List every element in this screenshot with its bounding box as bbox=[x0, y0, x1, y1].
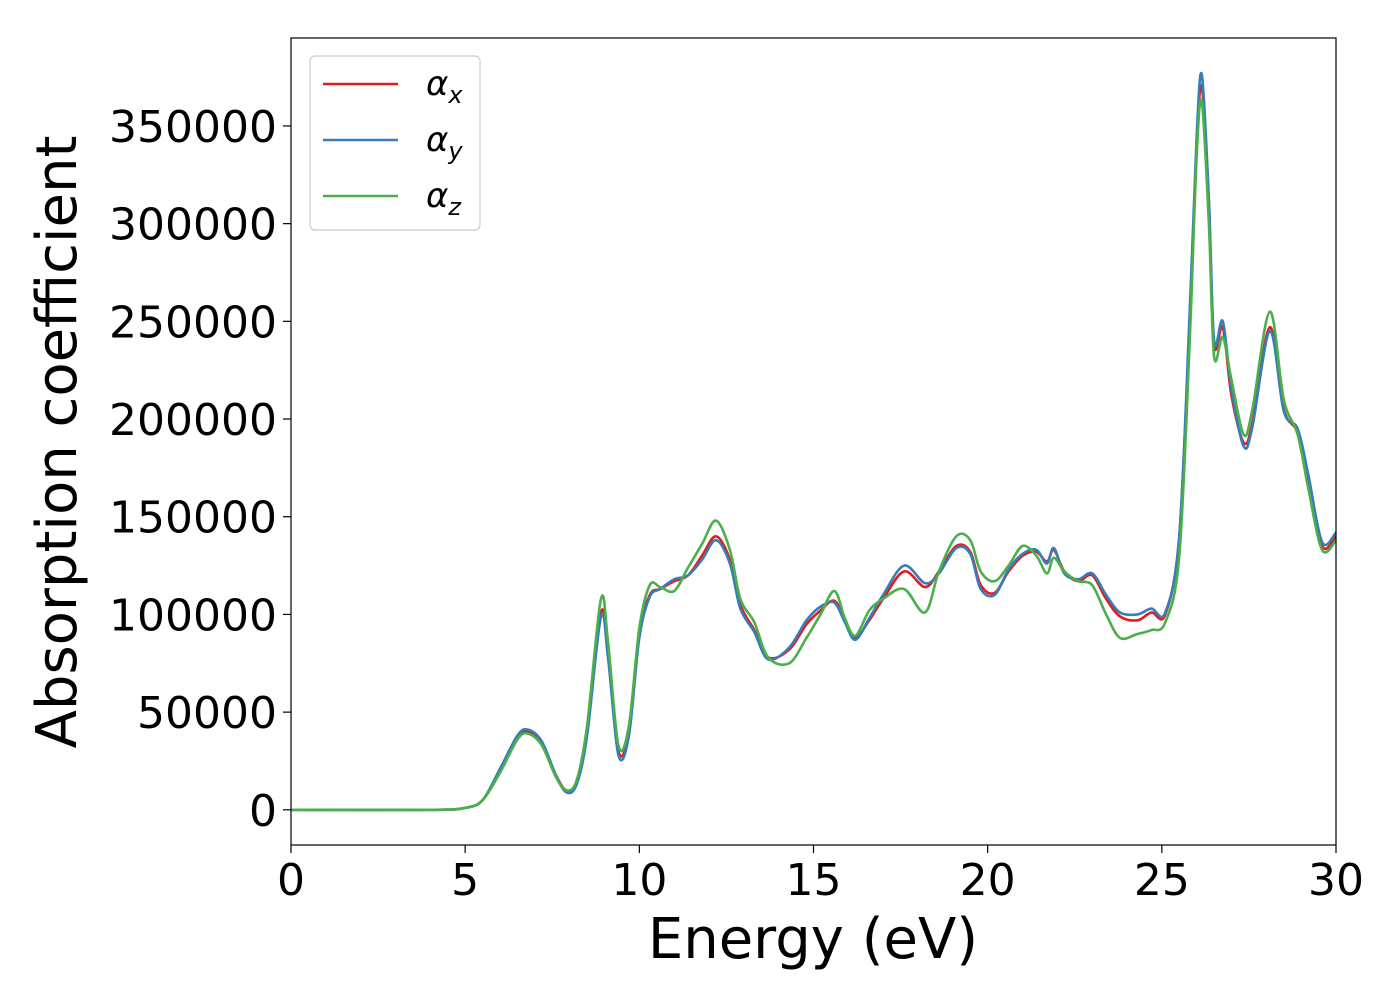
x-axis-ticks: 0 5 10 15 20 25 30 bbox=[277, 845, 1364, 906]
x-tick-label: 30 bbox=[1308, 855, 1364, 906]
y-tick-label: 100000 bbox=[109, 590, 277, 641]
series-line-z bbox=[290, 98, 1337, 812]
y-tick-label: 200000 bbox=[109, 395, 277, 446]
y-axis-ticks: 0 50000 100000 150000 200000 250000 300000 3500… bbox=[109, 102, 291, 837]
legend-box bbox=[309, 55, 481, 231]
legend-label-subscript: y bbox=[447, 137, 463, 165]
y-tick-label: 350000 bbox=[109, 102, 277, 153]
x-tick-label: 0 bbox=[277, 855, 305, 906]
y-tick-label: 250000 bbox=[109, 297, 277, 348]
series-layer bbox=[290, 71, 1337, 812]
x-tick-label: 15 bbox=[786, 855, 842, 906]
legend-label-y: αy bbox=[426, 120, 463, 165]
x-axis-label: Energy (eV) bbox=[648, 907, 978, 972]
y-axis-label: Absorption coefficient bbox=[25, 136, 90, 749]
y-tick-label: 0 bbox=[249, 786, 277, 837]
x-tick-label: 5 bbox=[451, 855, 479, 906]
y-tick-label: 150000 bbox=[109, 493, 277, 544]
y-tick-label: 50000 bbox=[137, 688, 277, 739]
legend-label-subscript: x bbox=[447, 81, 463, 109]
y-tick-label: 300000 bbox=[109, 200, 277, 251]
x-tick-label: 10 bbox=[611, 855, 667, 906]
legend-label-subscript: z bbox=[447, 193, 462, 221]
x-tick-label: 25 bbox=[1134, 855, 1190, 906]
x-tick-label: 20 bbox=[960, 855, 1016, 906]
